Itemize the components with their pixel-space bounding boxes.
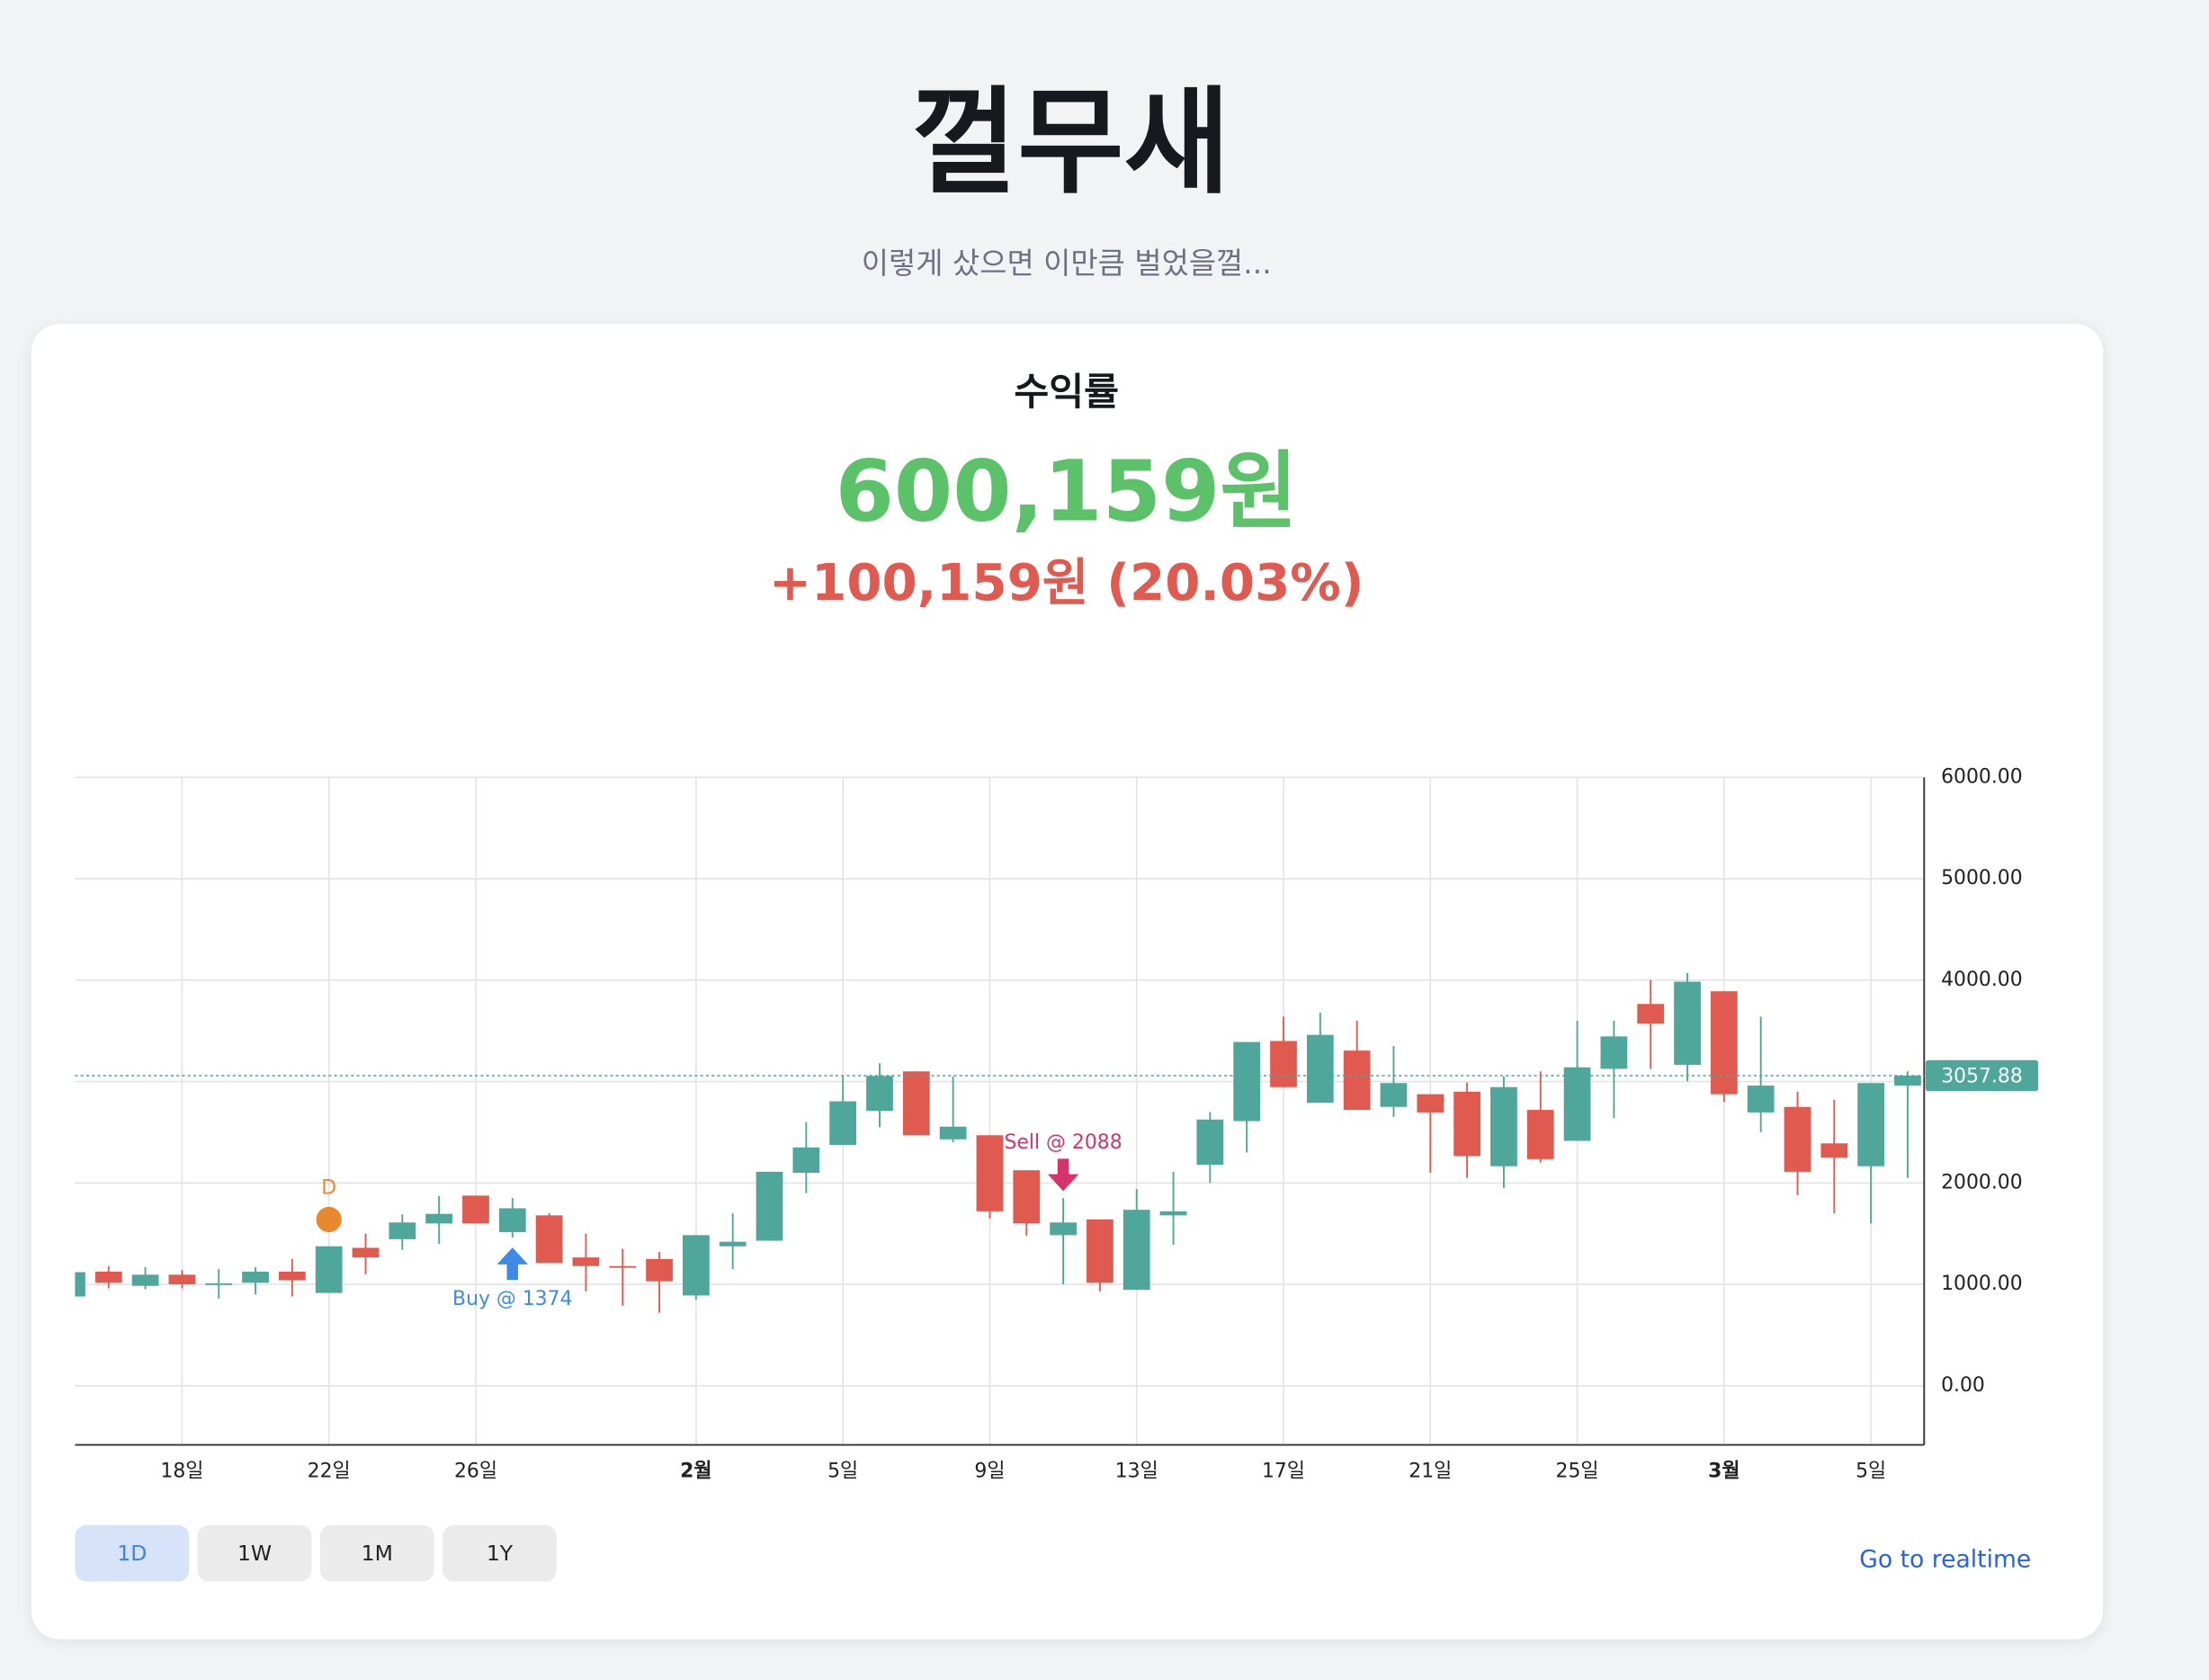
card-value: 600,159원 [836,443,1298,541]
candle-body [1122,1210,1150,1291]
candle-body [976,1135,1004,1211]
candle-body [131,1274,159,1286]
marker-label: Sell @ 2088 [1005,1131,1122,1154]
interval-button[interactable] [75,1524,190,1582]
interval-button[interactable] [443,1524,557,1582]
candle-body [829,1101,857,1146]
marker-dot [316,1206,342,1233]
card-change: +100,159원 (20.03%) [769,554,1364,612]
candle-body [719,1241,747,1247]
candle-body [1453,1091,1480,1157]
candle-body [1380,1083,1408,1107]
title: 껄무새 [911,76,1230,210]
candle-body [1196,1119,1224,1166]
candle-body [1820,1143,1848,1158]
interval-button-label[interactable]: 1D [117,1541,147,1566]
candle-body [352,1247,380,1258]
candle-body [756,1171,783,1241]
candle-body [168,1274,196,1285]
marker-arrow [1047,1158,1079,1192]
candle-body [242,1271,269,1283]
x-tick-label: 22일 [308,1460,351,1482]
candles [75,972,1921,1313]
candle-body [462,1195,489,1224]
y-tick-label: 4000.00 [1941,969,2023,991]
candle-body [646,1258,673,1282]
candle-body [1747,1086,1775,1113]
x-tick-label: 18일 [160,1460,203,1482]
candle-body [498,1208,526,1232]
candle-body [1894,1076,1921,1086]
candle-body [1306,1034,1334,1104]
candle-body [1857,1083,1885,1166]
candle-body [1270,1041,1297,1087]
x-tick-label: 5일 [827,1460,858,1482]
x-tick-label: 17일 [1262,1460,1305,1482]
y-tick-label: 2000.00 [1941,1171,2023,1193]
candle-body [609,1265,637,1268]
x-tick-label: 26일 [454,1460,497,1482]
x-tick-label: 25일 [1556,1460,1599,1482]
price-label-bg [1925,1059,2039,1092]
candle-body [792,1147,820,1174]
candle-body [1784,1106,1811,1172]
candle-body [1490,1086,1517,1166]
interval-button-label[interactable]: 1M [362,1541,393,1566]
candle-body [535,1215,563,1264]
marker-label: D [321,1177,336,1200]
candle-body [1637,1004,1665,1024]
realtime-link[interactable]: Go to realtime [1859,1545,2031,1573]
candle-body [572,1257,600,1266]
candle-body [1050,1222,1077,1236]
x-tick-label: 3월 [1708,1460,1739,1482]
candle-body [75,1272,85,1297]
y-tick-label: 0.00 [1941,1374,1985,1397]
y-tick-label: 6000.00 [1941,765,2023,788]
card [31,324,2104,1640]
y-tick-label: 5000.00 [1941,867,2023,889]
candle-body [1417,1094,1444,1113]
candle-body [1343,1050,1371,1111]
candle-body [1674,981,1701,1065]
marker-label: Buy @ 1374 [452,1288,572,1310]
subtitle: 이렇게 샀으면 이만큼 벌었을껄... [862,246,1272,281]
candle-body [1013,1170,1041,1224]
x-tick-label: 9일 [974,1460,1005,1482]
candle-body [683,1235,710,1296]
price-label: 3057.88 [1941,1066,2023,1088]
interval-button-label[interactable]: 1W [237,1541,272,1566]
candle-body [939,1126,967,1139]
interval-button[interactable] [319,1524,434,1582]
candle-body [1233,1041,1261,1121]
card-label: 수익률 [1014,370,1119,414]
controls: 1D 1W 1M 1Y [75,1524,557,1582]
candle-body [389,1222,416,1239]
candle-body [902,1071,930,1136]
x-tick-label: 13일 [1115,1460,1158,1482]
y-tick-label: 1000.00 [1941,1273,2023,1295]
candle-body [1600,1036,1628,1069]
chart: 0.001000.002000.003000.004000.005000.006… [75,765,2039,1482]
x-tick-label: 2월 [680,1460,711,1482]
candle-body [94,1271,122,1283]
candle-body [866,1076,893,1112]
candle-body [315,1246,343,1293]
candle-body [1087,1219,1113,1283]
candle-body [205,1282,233,1285]
candle-body [425,1213,453,1224]
marker-arrow [496,1247,529,1281]
candle-body [1159,1211,1187,1216]
x-tick-label: 5일 [1856,1460,1886,1482]
x-tick-label: 21일 [1409,1460,1452,1482]
interval-button-label[interactable]: 1Y [487,1541,514,1566]
candle-body [1526,1110,1554,1159]
interval-button[interactable] [197,1524,312,1582]
candle-body [1710,991,1738,1095]
candle-body [1563,1067,1591,1141]
candle-body [278,1271,306,1281]
